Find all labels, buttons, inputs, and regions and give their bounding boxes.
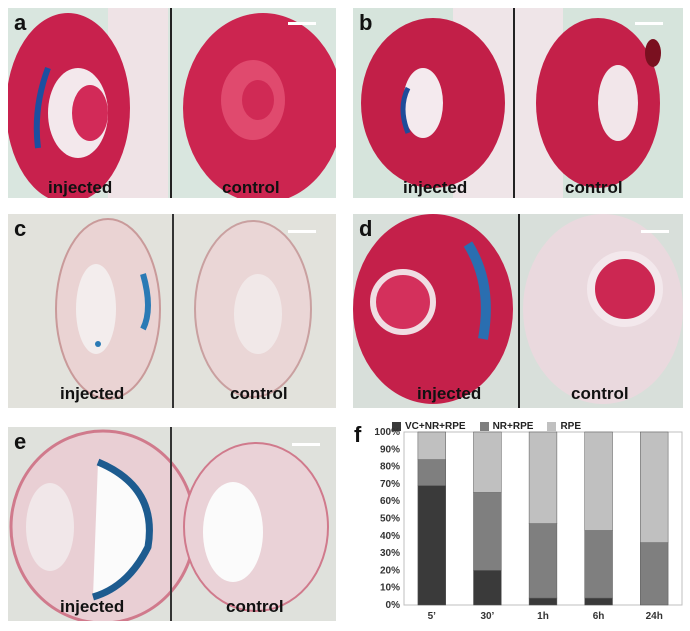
bar-segment: [473, 570, 502, 606]
bar-segment: [417, 431, 446, 460]
panel-b-injected-label: injected: [403, 178, 468, 197]
bar-segment: [417, 485, 446, 606]
legend-swatch: [392, 422, 401, 431]
y-tick-label: 10%: [380, 583, 400, 594]
panel-b-control-label: control: [565, 178, 623, 197]
panel-e-control-label: control: [226, 597, 284, 616]
x-tick-label: 24h: [646, 611, 663, 622]
x-tick-label: 5’: [428, 611, 437, 622]
panel-b-letter: b: [359, 10, 373, 35]
legend-item: NR+RPE: [479, 421, 534, 432]
micrograph-e-image: [8, 427, 336, 621]
legend-label: NR+RPE: [492, 421, 534, 432]
legend-label: RPE: [560, 421, 581, 432]
bar-segment: [528, 523, 558, 599]
y-tick-label: 60%: [380, 496, 400, 507]
panel-c-letter: c: [14, 216, 27, 241]
micrograph-d-image: [353, 214, 683, 408]
scale-bar: [292, 443, 320, 446]
legend-swatch: [547, 422, 557, 431]
panel-e-injected-label: injected: [60, 597, 125, 616]
panel-a-letter: a: [14, 10, 27, 35]
y-tick-label: 20%: [380, 565, 400, 576]
bar-segment: [473, 431, 502, 493]
micrograph-panel-a: a injected control: [8, 8, 336, 198]
scale-bar: [635, 22, 663, 25]
bar-segment: [528, 597, 558, 606]
panel-e-letter: e: [14, 429, 27, 454]
y-tick-label: 80%: [380, 462, 400, 473]
panel-a-control-label: control: [222, 178, 280, 197]
micrograph-a-image: [8, 8, 336, 198]
bar-segment: [584, 597, 613, 606]
y-tick-label: 90%: [380, 444, 400, 455]
chart-panel-f: f VC+NR+RPE NR+RPE RPE 0% 10% 20% 30% 40% 50% 60…: [352, 420, 686, 626]
bar-segment: [528, 431, 558, 524]
micrograph-panel-b: b injected control: [353, 8, 683, 198]
legend-swatch: [479, 422, 489, 431]
micrograph-c-image: [8, 214, 336, 408]
chart-legend: VC+NR+RPE NR+RPE RPE: [392, 421, 581, 432]
micrograph-panel-e: e injected control: [8, 427, 336, 621]
y-tick-label: 100%: [374, 427, 400, 438]
x-tick-label: 6h: [593, 611, 605, 622]
x-tick-label: 30’: [480, 611, 494, 622]
y-tick-label: 0%: [386, 600, 401, 611]
micrograph-b-image: [353, 8, 683, 198]
scale-bar: [288, 230, 316, 233]
scale-bar: [641, 230, 669, 233]
panel-f-letter: f: [354, 422, 362, 447]
stacked-bar-chart: 0% 10% 20% 30% 40% 50% 60% 70% 80% 90% 100% 5’ 30’ 1h…: [374, 427, 683, 622]
legend-item: RPE: [547, 421, 581, 432]
panel-c-control-label: control: [230, 384, 288, 403]
scale-bar: [288, 22, 316, 25]
panel-c-injected-label: injected: [60, 384, 125, 403]
bar-segment: [640, 431, 669, 543]
bar-segment: [584, 530, 613, 599]
y-tick-label: 40%: [380, 531, 400, 542]
legend-item: VC+NR+RPE: [392, 421, 466, 432]
bar-segment: [640, 542, 669, 606]
panel-d-control-label: control: [571, 384, 629, 403]
bar-segment: [417, 459, 446, 486]
y-tick-label: 30%: [380, 548, 400, 559]
bar-segment: [584, 431, 613, 531]
y-tick-label: 50%: [380, 514, 400, 525]
legend-label: VC+NR+RPE: [405, 421, 466, 432]
panel-d-injected-label: injected: [417, 384, 482, 403]
panel-a-injected-label: injected: [48, 178, 113, 197]
y-tick-label: 70%: [380, 479, 400, 490]
x-tick-label: 1h: [537, 611, 549, 622]
micrograph-panel-c: c injected control: [8, 214, 336, 408]
panel-d-letter: d: [359, 216, 373, 241]
bar-segment: [473, 492, 502, 571]
micrograph-panel-d: d injected control: [353, 214, 683, 408]
